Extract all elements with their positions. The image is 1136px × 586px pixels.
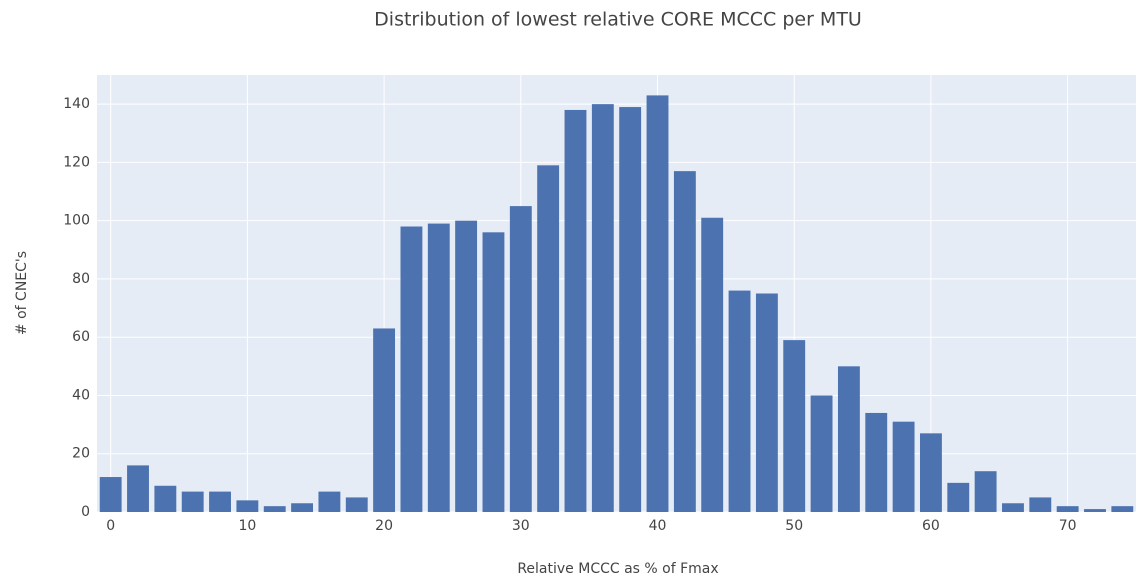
bar: [728, 290, 751, 512]
bar: [947, 482, 970, 512]
bar: [427, 223, 450, 512]
bar: [400, 226, 423, 512]
x-tick-label: 70: [1059, 518, 1077, 534]
bar: [291, 503, 314, 512]
x-tick-label: 10: [238, 518, 256, 534]
bar: [181, 491, 204, 512]
x-tick-label: 60: [922, 518, 940, 534]
bar: [127, 465, 149, 512]
bar: [701, 217, 724, 512]
bar: [509, 206, 532, 512]
bar: [810, 395, 833, 512]
y-tick-label: 80: [72, 271, 90, 287]
bar: [1002, 503, 1024, 512]
y-tick-label: 20: [72, 446, 90, 462]
bar: [865, 412, 888, 512]
x-tick-label: 0: [106, 518, 115, 534]
bar: [646, 95, 669, 512]
bar: [974, 471, 997, 512]
y-tick-label: 120: [63, 154, 90, 170]
bar: [345, 497, 368, 512]
bar: [1084, 509, 1106, 512]
bar: [455, 220, 478, 512]
bar: [919, 433, 942, 512]
x-tick-label: 30: [512, 518, 530, 534]
bar: [591, 104, 614, 512]
y-axis-title: # of CNEC's: [14, 251, 30, 335]
bar: [1029, 497, 1052, 512]
bar: [236, 500, 259, 512]
x-tick-label: 50: [785, 518, 803, 534]
y-tick-label: 60: [72, 329, 90, 345]
y-tick-label: 100: [63, 213, 90, 229]
x-tick-label: 20: [375, 518, 393, 534]
bar: [1111, 506, 1134, 512]
bar: [892, 421, 915, 512]
bar: [564, 109, 587, 513]
bar: [619, 107, 642, 513]
y-tick-label: 40: [72, 387, 90, 403]
bar: [1056, 506, 1079, 512]
bar: [673, 171, 696, 512]
bars: [99, 95, 1134, 513]
bar: [154, 485, 177, 512]
y-tick-label: 140: [63, 96, 90, 112]
plot-area: [97, 75, 1136, 512]
bar: [263, 506, 286, 512]
bar: [537, 165, 560, 512]
bar: [837, 366, 860, 512]
y-tick-label: 0: [81, 504, 90, 520]
x-tick-label: 40: [649, 518, 667, 534]
bar: [482, 232, 505, 512]
bar: [209, 491, 231, 512]
bar: [755, 293, 778, 512]
bar: [318, 491, 341, 512]
bar: [373, 328, 396, 512]
chart-title: Distribution of lowest relative CORE MCC…: [374, 9, 862, 31]
bar: [99, 477, 122, 512]
bar: [783, 340, 806, 512]
x-axis-title: Relative MCCC as % of Fmax: [517, 561, 718, 577]
